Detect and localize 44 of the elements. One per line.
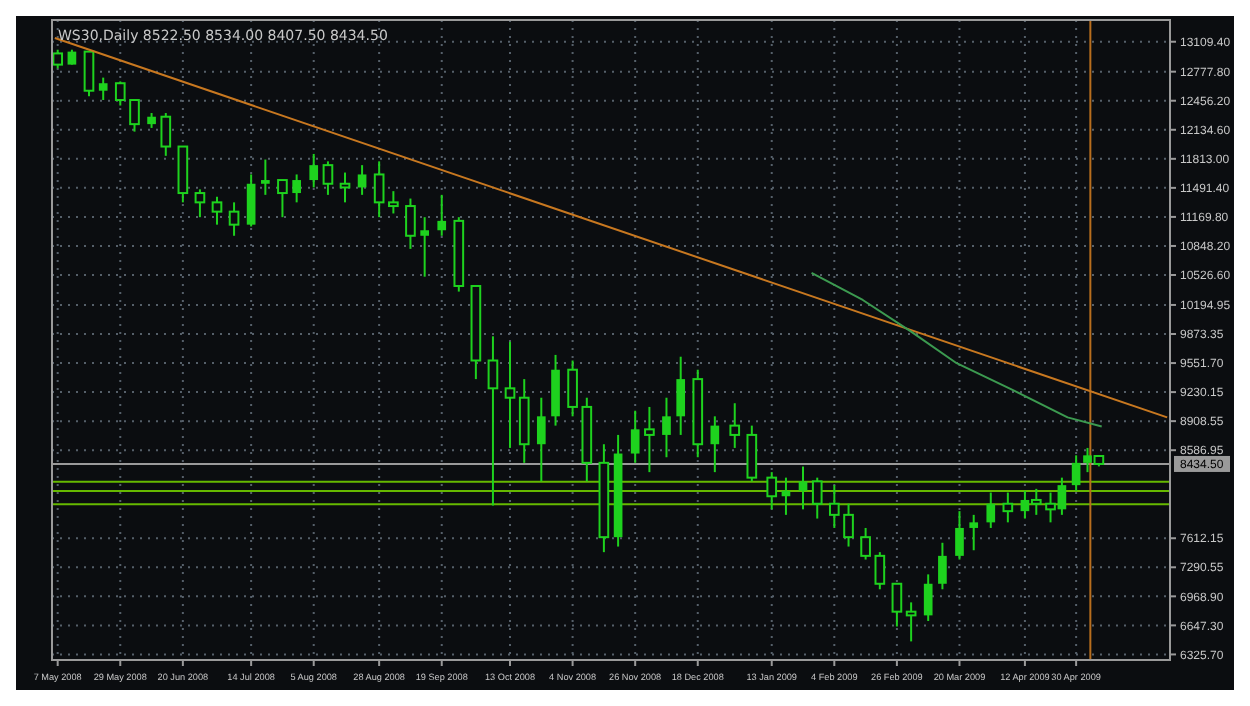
candlestick	[83, 50, 95, 98]
candlestick	[518, 378, 530, 464]
candlestick	[891, 582, 903, 628]
candlestick	[986, 491, 996, 529]
candlestick	[1002, 491, 1014, 524]
candlestick	[420, 216, 429, 278]
candlestick	[98, 76, 108, 102]
candlestick	[211, 195, 223, 226]
candlestick	[160, 112, 172, 157]
candlestick	[969, 513, 979, 552]
candlestick	[536, 396, 546, 483]
candlestick	[177, 145, 189, 204]
candlestick	[52, 48, 64, 70]
candlestick	[246, 173, 256, 228]
candlestick	[261, 158, 270, 196]
candlestick	[923, 573, 933, 622]
candlestick	[811, 476, 823, 520]
candlestick	[194, 188, 206, 219]
candlestick	[228, 201, 240, 237]
candlestick	[662, 396, 671, 459]
candlestick	[388, 190, 399, 215]
candlestick	[630, 409, 640, 464]
line-series	[810, 271, 1103, 428]
candlestick	[437, 193, 447, 237]
candlestick	[746, 424, 758, 483]
candlestick	[551, 353, 560, 427]
candlestick	[292, 173, 301, 204]
candlestick	[487, 335, 499, 507]
candlestick	[710, 415, 720, 474]
candlestick	[938, 541, 947, 591]
candlestick	[405, 197, 416, 250]
candlestick	[676, 355, 686, 436]
candlestick	[504, 340, 516, 449]
candlestick	[357, 164, 367, 196]
candlestick	[798, 465, 808, 511]
candlestick	[955, 510, 964, 561]
candlestick	[322, 160, 334, 196]
candlestick	[729, 402, 741, 449]
candlestick	[1071, 454, 1081, 492]
candlestick	[309, 152, 319, 189]
candlestick	[373, 160, 385, 219]
candlestick	[766, 471, 778, 511]
candlestick	[644, 405, 655, 474]
candlestick	[277, 179, 288, 219]
